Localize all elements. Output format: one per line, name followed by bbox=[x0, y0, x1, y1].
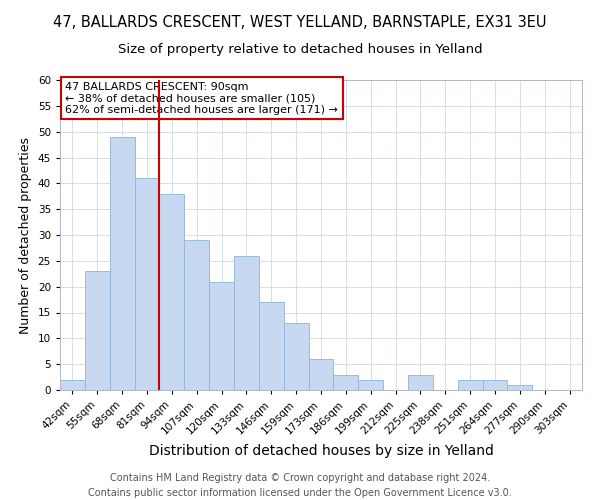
Bar bbox=[408, 374, 433, 390]
Bar bbox=[184, 240, 209, 390]
Text: Contains HM Land Registry data © Crown copyright and database right 2024.
Contai: Contains HM Land Registry data © Crown c… bbox=[88, 472, 512, 498]
Bar bbox=[259, 302, 284, 390]
Bar bbox=[482, 380, 508, 390]
Bar bbox=[458, 380, 482, 390]
Bar bbox=[160, 194, 184, 390]
X-axis label: Distribution of detached houses by size in Yelland: Distribution of detached houses by size … bbox=[149, 444, 493, 458]
Bar bbox=[334, 374, 358, 390]
Bar bbox=[134, 178, 160, 390]
Bar bbox=[85, 271, 110, 390]
Bar bbox=[234, 256, 259, 390]
Bar bbox=[209, 282, 234, 390]
Bar bbox=[60, 380, 85, 390]
Bar bbox=[284, 323, 308, 390]
Bar bbox=[308, 359, 334, 390]
Text: 47 BALLARDS CRESCENT: 90sqm
← 38% of detached houses are smaller (105)
62% of se: 47 BALLARDS CRESCENT: 90sqm ← 38% of det… bbox=[65, 82, 338, 115]
Text: Size of property relative to detached houses in Yelland: Size of property relative to detached ho… bbox=[118, 42, 482, 56]
Bar bbox=[110, 137, 134, 390]
Bar bbox=[358, 380, 383, 390]
Y-axis label: Number of detached properties: Number of detached properties bbox=[19, 136, 32, 334]
Bar bbox=[508, 385, 532, 390]
Text: 47, BALLARDS CRESCENT, WEST YELLAND, BARNSTAPLE, EX31 3EU: 47, BALLARDS CRESCENT, WEST YELLAND, BAR… bbox=[53, 15, 547, 30]
